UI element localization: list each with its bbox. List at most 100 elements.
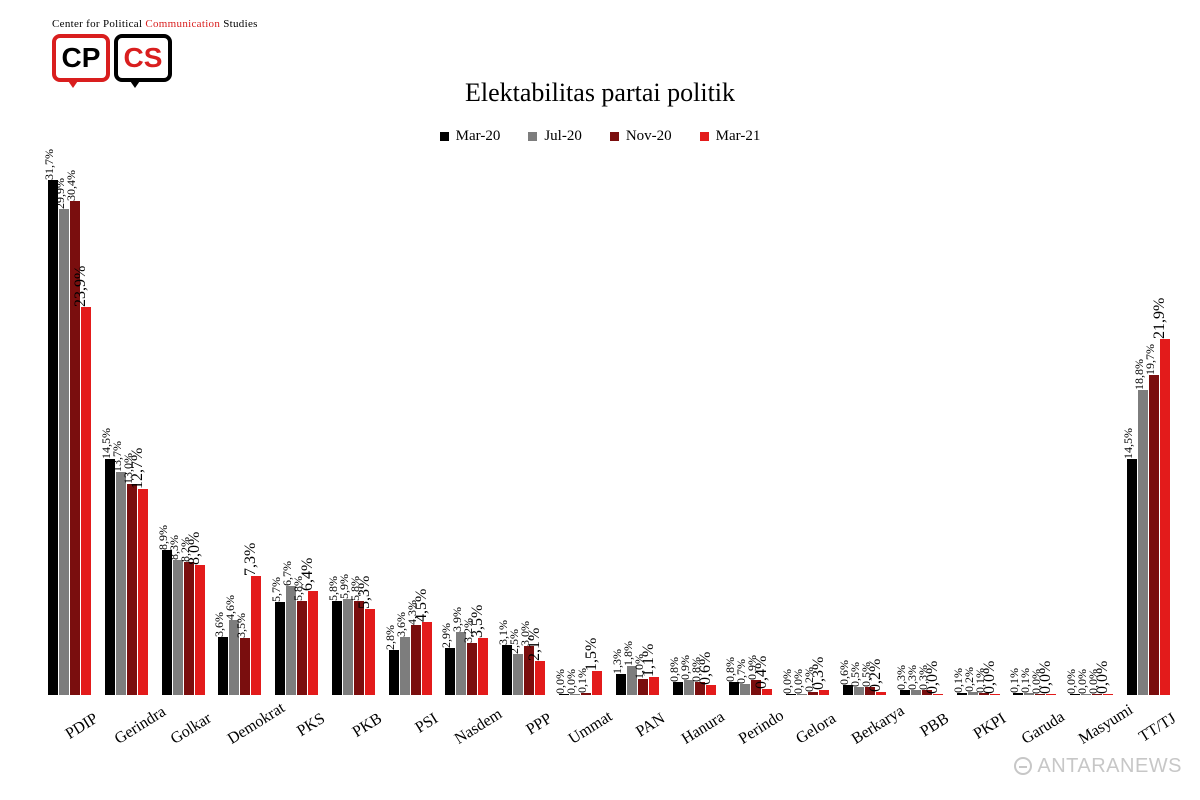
- bar: 5,3%: [365, 609, 375, 695]
- bar: 29,9%: [59, 209, 69, 695]
- x-axis-label: Perindo: [735, 710, 809, 793]
- bar-value-label: 14,5%: [1121, 428, 1136, 459]
- bar: 14,5%: [1127, 459, 1137, 695]
- watermark: ANTARANEWS: [1014, 755, 1182, 778]
- bar: 5,8%: [332, 601, 342, 695]
- bar: 3,5%: [478, 638, 488, 695]
- bar-group: 0,8%0,9%0,8%0,6%: [673, 680, 716, 695]
- globe-icon: [1014, 757, 1032, 775]
- bar-group: 2,8%3,6%4,3%4,5%: [389, 622, 432, 695]
- bar: 23,9%: [81, 307, 91, 695]
- legend-swatch: [700, 132, 709, 141]
- legend-item: Nov-20: [610, 128, 672, 145]
- bar-value-label: 0,0%: [924, 661, 942, 694]
- logo-box-cs: CS: [114, 34, 172, 82]
- bar: 0,3%: [819, 690, 829, 695]
- bar: 8,3%: [173, 560, 183, 695]
- bar: 0,1%: [581, 693, 591, 695]
- legend-label: Jul-20: [544, 128, 582, 145]
- chart-area: 31,7%29,9%30,4%23,9%14,5%13,7%13,0%12,7%…: [48, 175, 1170, 695]
- bar-value-label: 3,5%: [469, 605, 487, 638]
- watermark-text: ANTARANEWS: [1037, 755, 1182, 777]
- chart-title: Elektabilitas partai politik: [0, 78, 1200, 108]
- bar: 3,2%: [467, 643, 477, 695]
- x-axis-label: PKB: [338, 710, 412, 793]
- bar: 5,8%: [354, 601, 364, 695]
- bar: 0,0%: [1035, 694, 1045, 695]
- bar-value-label: 5,3%: [356, 576, 374, 609]
- bar-group: 5,8%5,9%5,8%5,3%: [332, 599, 375, 695]
- bar: 21,9%: [1160, 339, 1170, 695]
- legend-item: Mar-20: [440, 128, 501, 145]
- x-axis-label: Nasdem: [452, 710, 526, 793]
- bar: 1,0%: [638, 679, 648, 695]
- bar-value-label: 0,4%: [753, 655, 771, 688]
- bar-group: 2,9%3,9%3,2%3,5%: [445, 632, 488, 695]
- bar-value-label: 8,0%: [186, 532, 204, 565]
- legend-item: Mar-21: [700, 128, 761, 145]
- bar: 31,7%: [48, 180, 58, 695]
- bar-group: 0,6%0,5%0,5%0,2%: [843, 685, 886, 695]
- x-axis-label: PKPI: [962, 710, 1036, 793]
- bar-group: 3,1%2,5%3,0%2,1%: [502, 645, 545, 695]
- bar-group: 1,3%1,8%1,0%1,1%: [616, 666, 659, 695]
- legend-item: Jul-20: [528, 128, 582, 145]
- x-axis-label: PPP: [509, 710, 583, 793]
- x-axis-labels: PDIPGerindraGolkarDemokratPKSPKBPSINasde…: [48, 702, 1170, 772]
- bar: 2,5%: [513, 654, 523, 695]
- x-axis-label: Demokrat: [225, 710, 299, 793]
- bar-value-label: 30,4%: [64, 170, 79, 201]
- bar-group: 14,5%13,7%13,0%12,7%: [105, 459, 148, 695]
- bar: 2,8%: [389, 650, 399, 696]
- bar-group: 5,7%6,7%5,8%6,4%: [275, 586, 318, 695]
- bar: 0,0%: [786, 694, 796, 695]
- bar: 0,8%: [673, 682, 683, 695]
- bar: 7,3%: [251, 576, 261, 695]
- bar-value-label: 0,0%: [1037, 661, 1055, 694]
- bar: 0,0%: [1103, 694, 1113, 695]
- bar-value-label: 0,1%: [575, 668, 590, 693]
- bar: 12,7%: [138, 489, 148, 695]
- bar-group: 3,6%4,6%3,5%7,3%: [218, 576, 261, 695]
- bar-group: 0,3%0,3%0,3%0,0%: [900, 690, 943, 695]
- logo-boxes: CP CS: [52, 34, 258, 82]
- bar: 13,0%: [127, 484, 137, 695]
- legend-swatch: [440, 132, 449, 141]
- logo: Center for Political Communication Studi…: [52, 18, 258, 82]
- legend-label: Mar-20: [456, 128, 501, 145]
- bar: 8,2%: [184, 562, 194, 695]
- x-axis-label: Gelora: [792, 710, 866, 793]
- bar: 2,9%: [445, 648, 455, 695]
- bar: 5,8%: [297, 601, 307, 695]
- bar: 0,7%: [740, 684, 750, 695]
- legend-swatch: [528, 132, 537, 141]
- bar-value-label: 4,5%: [413, 589, 431, 622]
- bar: 1,3%: [616, 674, 626, 695]
- bars-container: 31,7%29,9%30,4%23,9%14,5%13,7%13,0%12,7%…: [48, 175, 1170, 695]
- bar: 0,0%: [1081, 694, 1091, 695]
- bar: 0,9%: [684, 680, 694, 695]
- bar-value-label: 31,7%: [42, 149, 57, 180]
- bar-value-label: 1,1%: [640, 644, 658, 677]
- bar: 14,5%: [105, 459, 115, 695]
- bar: 2,1%: [535, 661, 545, 695]
- bar-value-label: 19,7%: [1143, 344, 1158, 375]
- bar: 0,0%: [797, 694, 807, 695]
- bar-value-label: 3,5%: [234, 613, 249, 638]
- bar: 4,3%: [411, 625, 421, 695]
- bar: 13,7%: [116, 472, 126, 695]
- bar-group: 0,1%0,1%0,0%0,0%: [1013, 693, 1056, 695]
- bar: 3,5%: [240, 638, 250, 695]
- bar: 6,7%: [286, 586, 296, 695]
- bar-value-label: 6,4%: [299, 558, 317, 591]
- bar-group: 8,9%8,3%8,2%8,0%: [162, 550, 205, 695]
- bar-group: 0,8%0,7%0,9%0,4%: [729, 680, 772, 695]
- bar: 0,0%: [1046, 694, 1056, 695]
- bar: 1,5%: [592, 671, 602, 695]
- bar: 0,1%: [957, 693, 967, 695]
- x-axis-label: Ummat: [565, 710, 639, 793]
- bar: 0,0%: [990, 694, 1000, 695]
- bar: 19,7%: [1149, 375, 1159, 695]
- bar-value-label: 0,3%: [810, 657, 828, 690]
- x-axis-label: Berkarya: [849, 710, 923, 793]
